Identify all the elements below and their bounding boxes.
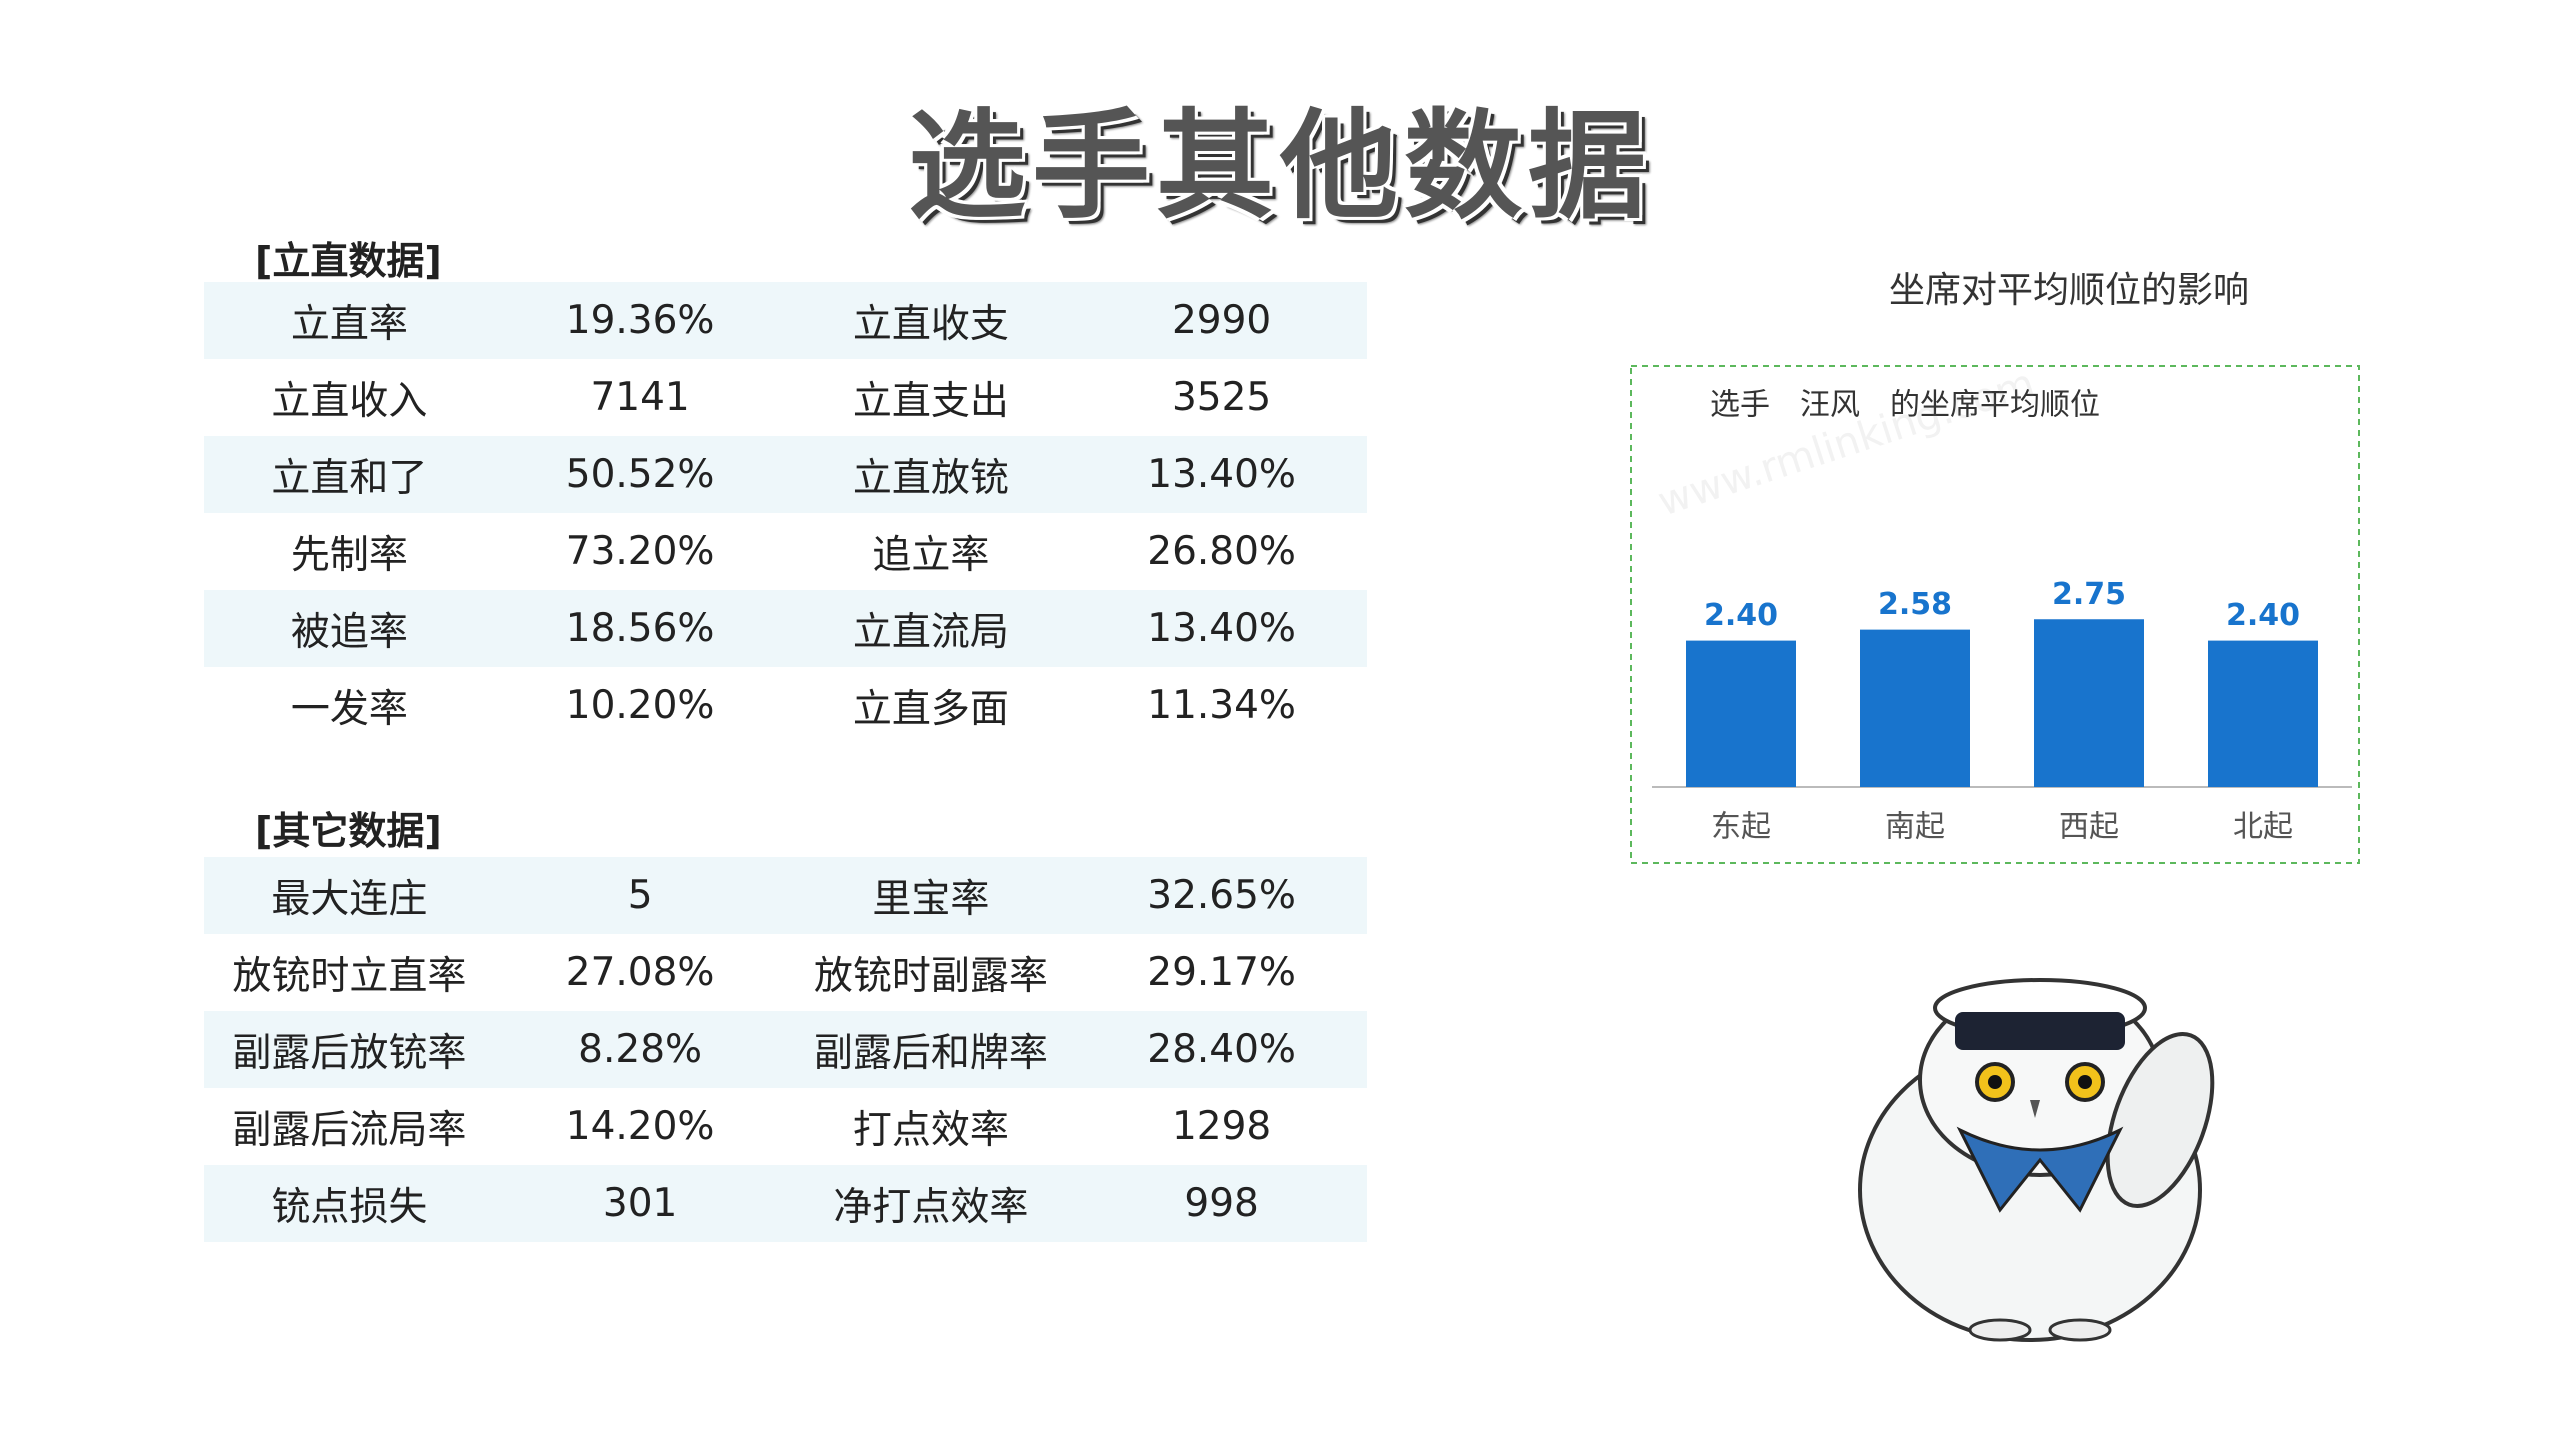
- table-row: 立直和了 50.52% 立直放铳 13.40%: [204, 436, 1367, 513]
- cell-label: 被追率: [204, 590, 495, 667]
- mascot: [1858, 978, 2215, 1342]
- cell-label: 立直支出: [852, 378, 1009, 424]
- cell-value: 13.40%: [1076, 436, 1367, 513]
- cell-label: 铳点损失: [204, 1165, 495, 1242]
- cell-label: 先制率: [290, 532, 408, 578]
- table-row: 先制率 73.20% 追立率 26.80%: [204, 513, 1367, 590]
- value-label: 2.40: [1704, 598, 1778, 633]
- cell-value: 8.28%: [494, 1011, 786, 1088]
- table-row: 立直率 19.36% 立直收支 2990: [204, 282, 1367, 359]
- cell-value: 7141: [590, 375, 690, 420]
- data-table: 立直率 19.36% 立直收支 2990 立直收入 7141 立直支出 3525 立直和了 50.…: [204, 282, 1367, 744]
- cell-label: 副露后和牌率: [785, 1011, 1077, 1088]
- cell-value: 5: [494, 857, 786, 934]
- cell-value: 29.17%: [1147, 950, 1296, 995]
- chart-title: 坐席对平均顺位的影响: [1889, 270, 2249, 311]
- cell-label: 里宝率: [785, 857, 1077, 934]
- cell-value: 50.52%: [494, 436, 786, 513]
- cell-value: 14.20%: [565, 1104, 715, 1149]
- table-row: 放铳时立直率 27.08% 放铳时副露率 29.17%: [204, 934, 1367, 1011]
- cell-value: 11.34%: [1147, 683, 1296, 728]
- cell-value: 10.20%: [565, 683, 715, 728]
- section-heading: [立直数据]: [255, 239, 442, 283]
- cell-label: 立直多面: [852, 686, 1009, 732]
- table-row: 立直收入 7141 立直支出 3525: [204, 359, 1367, 436]
- x-tick-label: 南起: [1885, 810, 1945, 845]
- cell-label: 最大连庄: [204, 857, 495, 934]
- cell-label: 立直率: [204, 282, 495, 359]
- cell-label: 立直收支: [785, 282, 1077, 359]
- cell-value: 19.36%: [494, 282, 786, 359]
- cell-label: 立直流局: [785, 590, 1077, 667]
- value-label: 2.40: [2226, 598, 2300, 633]
- cell-label: 放铳时立直率: [232, 953, 467, 999]
- table-row: 副露后放铳率 8.28% 副露后和牌率 28.40%: [204, 1011, 1367, 1088]
- value-label: 2.58: [1878, 587, 1952, 622]
- cell-label: 副露后放铳率: [204, 1011, 495, 1088]
- page-title: 选手其他数据: [907, 97, 1652, 235]
- table-row: 被追率 18.56% 立直流局 13.40%: [204, 590, 1367, 667]
- cell-label: 打点效率: [852, 1107, 1009, 1153]
- value-label: 2.75: [2052, 577, 2126, 612]
- cell-label: 追立率: [872, 532, 990, 578]
- cell-label: 立直收入: [271, 378, 428, 424]
- chart-subtitle: 选手 汪风 的坐席平均顺位: [1710, 388, 2100, 423]
- cell-label: 放铳时副露率: [813, 953, 1048, 999]
- data-table: 最大连庄 5 里宝率 32.65% 放铳时立直率 27.08% 放铳时副露率 29.17% 副露…: [204, 857, 1367, 1242]
- cell-value: 73.20%: [565, 529, 715, 574]
- chart-frame: [1630, 365, 2360, 864]
- cell-label: 立直放铳: [785, 436, 1077, 513]
- bar: [1686, 640, 1796, 787]
- x-tick-label: 西起: [2059, 810, 2119, 845]
- cell-label: 净打点效率: [785, 1165, 1077, 1242]
- cell-label: 一发率: [290, 686, 408, 732]
- cell-label: 副露后流局率: [232, 1107, 467, 1153]
- cell-value: 32.65%: [1076, 857, 1367, 934]
- table-row: 铳点损失 301 净打点效率 998: [204, 1165, 1367, 1242]
- cell-value: 3525: [1171, 375, 1272, 420]
- x-tick-label: 东起: [1711, 810, 1771, 845]
- cell-value: 28.40%: [1076, 1011, 1367, 1088]
- table-row: 一发率 10.20% 立直多面 11.34%: [204, 667, 1367, 744]
- cell-value: 1298: [1171, 1104, 1272, 1149]
- bar: [1860, 629, 1970, 787]
- cell-value: 2990: [1076, 282, 1367, 359]
- bar: [2034, 619, 2144, 787]
- cell-value: 26.80%: [1147, 529, 1296, 574]
- table-row: 副露后流局率 14.20% 打点效率 1298: [204, 1088, 1367, 1165]
- cell-value: 998: [1076, 1165, 1367, 1242]
- cell-label: 立直和了: [204, 436, 495, 513]
- cell-value: 13.40%: [1076, 590, 1367, 667]
- cell-value: 301: [494, 1165, 786, 1242]
- table-row: 最大连庄 5 里宝率 32.65%: [204, 857, 1367, 934]
- cell-value: 27.08%: [565, 950, 715, 995]
- x-tick-label: 北起: [2233, 810, 2293, 845]
- cell-value: 18.56%: [494, 590, 786, 667]
- section-heading: [其它数据]: [255, 809, 442, 853]
- bar: [2208, 640, 2318, 787]
